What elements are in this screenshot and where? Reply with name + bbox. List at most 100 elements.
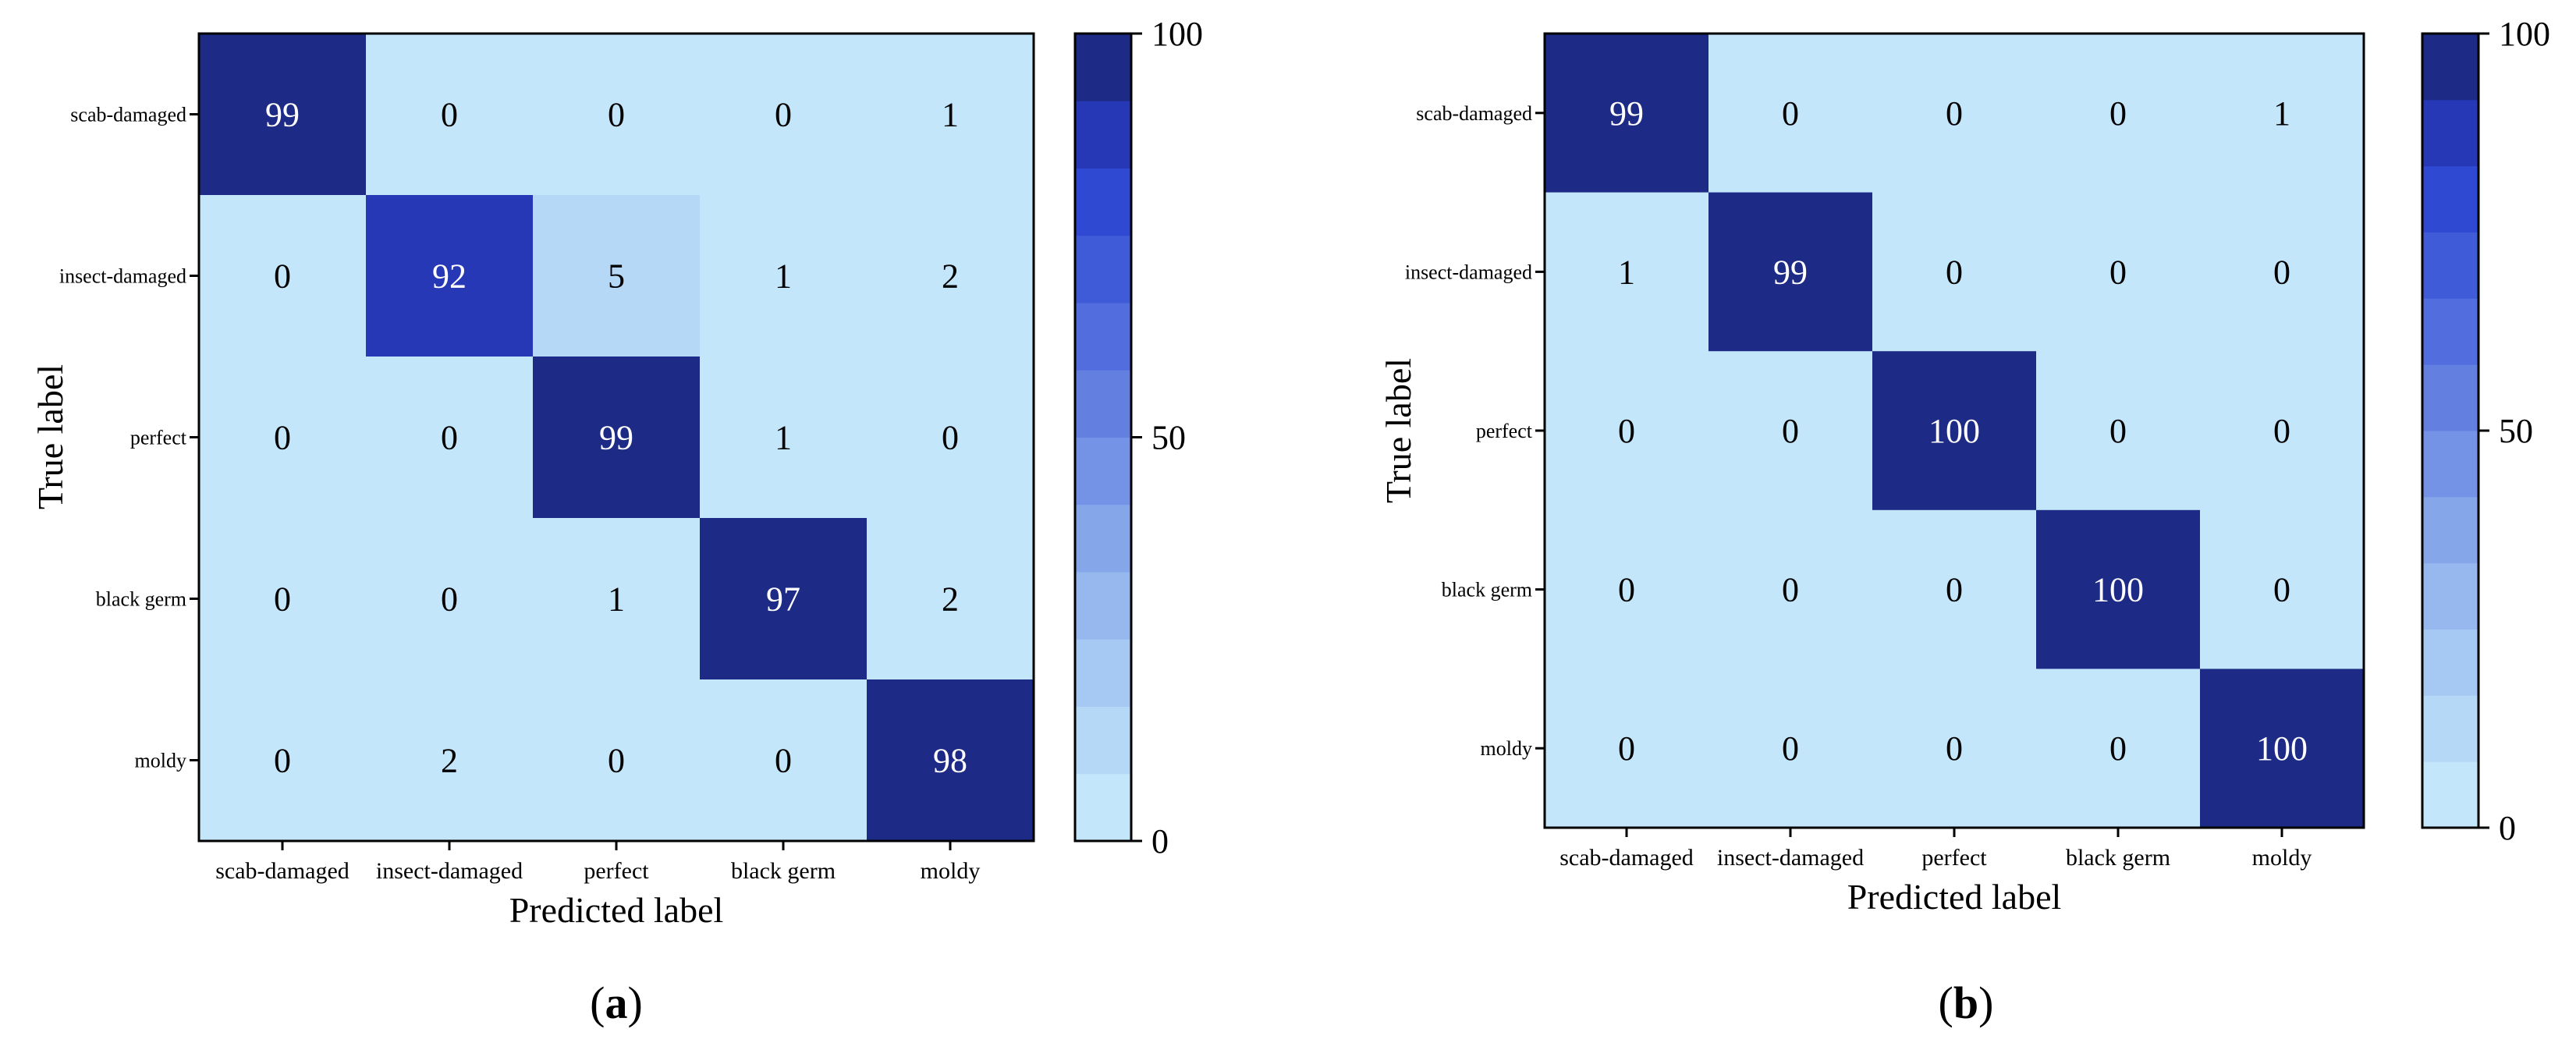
cell-scab-damaged-insect-damaged (1708, 34, 1873, 193)
cell-perfect-black-germ (2036, 351, 2201, 511)
cell-black-germ-black-germ (700, 518, 868, 680)
y-tick-label-moldy: moldy (135, 750, 186, 772)
x-tick-label-black-germ: black germ (731, 858, 836, 884)
cell-black-germ-scab-damaged (199, 518, 367, 680)
colorbar-level (2422, 232, 2478, 299)
x-tick-label-perfect: perfect (1921, 845, 1987, 871)
cell-value: 100 (2256, 729, 2308, 768)
colorbar-tick-label: 100 (2499, 15, 2550, 53)
cell-insect-damaged-scab-damaged (199, 195, 367, 357)
cell-black-germ-moldy (2200, 509, 2365, 669)
y-tick-label-insect-damaged: insect-damaged (59, 265, 186, 288)
cell-moldy-moldy (2200, 669, 2365, 828)
cell-moldy-insect-damaged (366, 679, 534, 842)
panel-label: (a) (590, 977, 643, 1028)
cell-perfect-black-germ (700, 357, 868, 519)
colorbar-level (1075, 168, 1131, 236)
cell-black-germ-black-germ (2036, 509, 2201, 669)
colorbar-level (2422, 364, 2478, 431)
cell-value: 0 (2109, 253, 2127, 291)
colorbar-level (1075, 773, 1131, 842)
cell-value: 0 (441, 419, 458, 457)
colorbar-level (2422, 695, 2478, 762)
x-tick-label-moldy: moldy (921, 858, 981, 884)
cell-insect-damaged-black-germ (2036, 192, 2201, 352)
confusion-matrix-panel-a: 99 0 0 0 10 92 5 1 20 0 99 1 00 0 1 97 20 2 0 0 98scab-damag… (30, 15, 1203, 1028)
cell-scab-damaged-perfect (1872, 34, 2037, 193)
y-tick-label-scab-damaged: scab-damaged (70, 104, 186, 126)
panel-letter: b (1953, 977, 1978, 1028)
colorbar-level (1075, 437, 1131, 506)
colorbar-level (2422, 165, 2478, 232)
cell-value: 1 (1618, 253, 1635, 291)
cell-scab-damaged-black-germ (700, 34, 868, 196)
colorbar: 0 50 100 (2421, 15, 2550, 847)
x-tick-label-moldy: moldy (2252, 845, 2312, 871)
cell-moldy-moldy (867, 679, 1034, 842)
cell-black-germ-perfect (533, 518, 701, 680)
colorbar-level (1075, 235, 1131, 303)
cell-value: 0 (274, 419, 291, 457)
colorbar-level (2422, 99, 2478, 167)
y-tick-label-perfect: perfect (1476, 420, 1533, 442)
colorbar-level (1075, 572, 1131, 640)
panel-letter: a (605, 977, 628, 1028)
cell-value: 0 (2273, 253, 2290, 291)
cell-value: 0 (2273, 412, 2290, 450)
x-tick-label-insect-damaged: insect-damaged (376, 858, 523, 884)
y-tick-label-perfect: perfect (130, 427, 187, 449)
cell-perfect-scab-damaged (199, 357, 367, 519)
cell-value: 2 (441, 742, 458, 780)
cell-moldy-insect-damaged (1708, 669, 1873, 828)
cell-value: 0 (942, 419, 959, 457)
cell-value: 0 (2109, 94, 2127, 133)
colorbar-level (1075, 639, 1131, 707)
colorbar-level (1075, 303, 1131, 371)
cell-value: 0 (2273, 571, 2290, 609)
cell-value: 1 (2273, 94, 2290, 133)
cell-value: 99 (599, 419, 633, 457)
y-tick-label-insect-damaged: insect-damaged (1405, 261, 1532, 283)
panel-label: (b) (1939, 977, 1994, 1028)
cell-black-germ-insect-damaged (366, 518, 534, 680)
y-axis-title: True label (1378, 358, 1418, 503)
cell-value: 100 (1928, 412, 1980, 450)
cell-perfect-moldy (2200, 351, 2365, 511)
colorbar-tick-label: 0 (2499, 809, 2516, 847)
cell-value: 0 (1782, 571, 1799, 609)
cell-value: 0 (2109, 412, 2127, 450)
cell-value: 0 (1946, 729, 1963, 768)
y-tick-label-moldy: moldy (1481, 737, 1532, 760)
cell-value: 0 (608, 96, 625, 134)
colorbar-level (2422, 761, 2478, 828)
colorbar-level (1075, 370, 1131, 438)
cell-scab-damaged-perfect (533, 34, 701, 196)
colorbar-tick-label: 0 (1151, 822, 1169, 860)
cell-value: 0 (775, 96, 792, 134)
cell-black-germ-moldy (867, 518, 1034, 680)
x-axis-title: Predicted label (509, 890, 724, 930)
cell-value: 0 (1618, 571, 1635, 609)
cell-value: 2 (942, 257, 959, 296)
cell-insect-damaged-insect-damaged (1708, 192, 1873, 352)
cell-value: 1 (942, 96, 959, 134)
y-tick-label-black-germ: black germ (1442, 579, 1532, 601)
x-tick-label-scab-damaged: scab-damaged (215, 858, 349, 884)
colorbar: 0 50 100 (1073, 15, 1203, 860)
x-tick-label-insect-damaged: insect-damaged (1717, 845, 1864, 871)
cell-value: 97 (766, 580, 800, 619)
x-tick-label-scab-damaged: scab-damaged (1559, 845, 1694, 871)
cell-value: 0 (1618, 729, 1635, 768)
cell-value: 99 (1773, 253, 1808, 291)
cell-value: 0 (1782, 729, 1799, 768)
cell-perfect-scab-damaged (1545, 351, 1709, 511)
y-tick-label-scab-damaged: scab-damaged (1416, 102, 1532, 125)
cell-scab-damaged-insect-damaged (366, 34, 534, 196)
cell-insect-damaged-insect-damaged (366, 195, 534, 357)
cell-perfect-insect-damaged (366, 357, 534, 519)
cell-perfect-moldy (867, 357, 1034, 519)
cell-perfect-insect-damaged (1708, 351, 1873, 511)
colorbar-tick-label: 100 (1151, 15, 1203, 53)
cell-insect-damaged-perfect (1872, 192, 2037, 352)
